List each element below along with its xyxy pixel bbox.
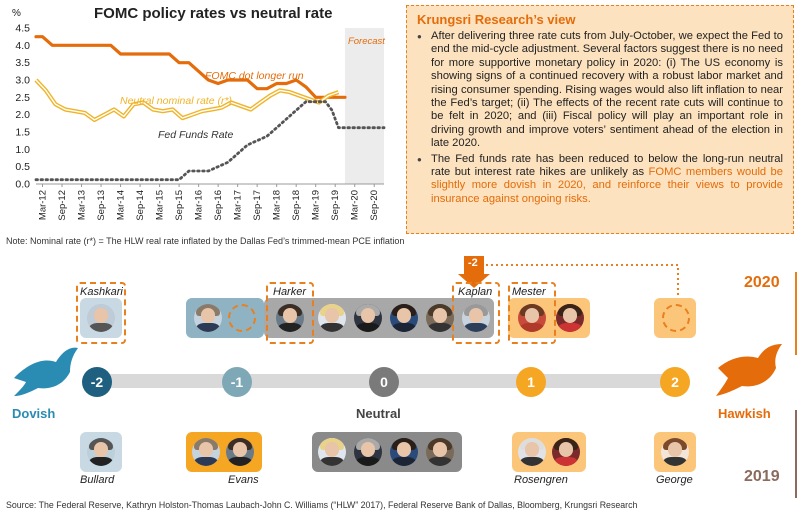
portrait-2019-neutral-1 bbox=[318, 438, 346, 466]
vacated-seat-2020-minus-1 bbox=[228, 304, 256, 332]
forecast-label: Forecast bbox=[348, 36, 385, 47]
view-title: Krungsri Research’s view bbox=[417, 12, 576, 27]
name-george: George bbox=[656, 474, 693, 486]
portrait-kashkari bbox=[87, 304, 115, 332]
hawkish-label: Hawkish bbox=[718, 406, 771, 421]
x-tick-label: Sep-17 bbox=[252, 190, 263, 221]
series-neutral-rate-inner bbox=[35, 79, 339, 121]
portrait-2019-plus-1 bbox=[552, 438, 580, 466]
portrait-rosengren bbox=[518, 438, 546, 466]
label-fomc-dot: FOMC dot longer run bbox=[205, 70, 304, 82]
portrait-george bbox=[661, 438, 689, 466]
y-tick-label: 2.5 bbox=[15, 92, 30, 104]
vacated-seat-2020-plus-2 bbox=[662, 304, 690, 332]
minus-two-arrow bbox=[458, 256, 490, 288]
y-tick-label: 4.5 bbox=[15, 23, 30, 35]
y-tick-label: 0.0 bbox=[15, 179, 30, 191]
name-evans: Evans bbox=[228, 474, 259, 486]
x-tick-label: Mar-12 bbox=[38, 190, 49, 220]
name-mester: Mester bbox=[512, 286, 546, 298]
dovish-label: Dovish bbox=[12, 406, 56, 421]
name-kashkari: Kashkari bbox=[80, 286, 123, 298]
chart-title: FOMC policy rates vs neutral rate bbox=[94, 5, 333, 22]
neutral-label: Neutral bbox=[356, 406, 401, 421]
view-bullet-2-highlight: FOMC members would be slightly more dovi… bbox=[431, 166, 784, 205]
name-bullard: Bullard bbox=[80, 474, 115, 486]
portrait-neutral-1 bbox=[318, 304, 346, 332]
y-tick-label: 2.0 bbox=[15, 109, 30, 121]
x-tick-label: Mar-15 bbox=[155, 190, 166, 220]
dove-icon bbox=[14, 347, 78, 396]
portrait-2019-neutral-3 bbox=[390, 438, 418, 466]
y-tick-label: 1.5 bbox=[15, 127, 30, 139]
portrait-harker bbox=[276, 304, 304, 332]
forecast-shade bbox=[344, 28, 384, 184]
portrait-neutral-3 bbox=[390, 304, 418, 332]
view-bullet-2-text: The Fed funds rate has been reduced to b… bbox=[431, 152, 783, 179]
position-0: 0 bbox=[369, 367, 399, 397]
position-minus-2: -2 bbox=[82, 367, 112, 397]
portrait-2019-neutral-2 bbox=[354, 438, 382, 466]
name-rosengren: Rosengren bbox=[514, 474, 568, 486]
harker-highlight bbox=[266, 282, 314, 344]
y-tick-label: 3.5 bbox=[15, 57, 30, 69]
hawk-icon bbox=[716, 344, 782, 396]
x-tick-label: Mar-19 bbox=[311, 190, 322, 220]
year-2019-label: 2019 bbox=[744, 468, 780, 485]
label-neutral-rate: Neutral nominal rate (r*) bbox=[120, 95, 232, 107]
portrait-neutral-2 bbox=[354, 304, 382, 332]
x-tick-label: Sep-12 bbox=[57, 190, 68, 221]
portrait-mester bbox=[518, 304, 546, 332]
research-view-box: Krungsri Research’s view After deliverin… bbox=[406, 5, 794, 234]
portrait-2019-neutral-4 bbox=[426, 438, 454, 466]
portrait-2020-minus-1 bbox=[194, 304, 222, 332]
name-kaplan: Kaplan bbox=[458, 286, 493, 298]
x-tick-label: Sep-18 bbox=[291, 190, 302, 221]
x-tick-label: Mar-17 bbox=[233, 190, 244, 220]
series-fed-funds bbox=[34, 100, 386, 182]
view-bullet-2: The Fed funds rate has been reduced to b… bbox=[417, 153, 783, 207]
x-tick-label: Sep-14 bbox=[135, 190, 146, 221]
chart-note: Note: Nominal rate (r*) = The HLW real r… bbox=[6, 236, 405, 246]
x-tick-label: Mar-13 bbox=[77, 190, 88, 220]
x-tick-label: Sep-13 bbox=[96, 190, 107, 221]
source-note: Source: The Federal Reserve, Kathryn Hol… bbox=[6, 500, 638, 510]
view-bullet-1: After delivering three rate cuts from Ju… bbox=[417, 30, 783, 151]
portrait-kaplan bbox=[462, 304, 490, 332]
portrait-bullard bbox=[87, 438, 115, 466]
position-1: 1 bbox=[516, 367, 546, 397]
x-tick-label: Sep-20 bbox=[369, 190, 380, 221]
label-fed-funds: Fed Funds Rate bbox=[158, 129, 233, 141]
portrait-2020-plus-1 bbox=[556, 304, 584, 332]
x-tick-label: Sep-15 bbox=[174, 190, 185, 221]
x-tick-label: Mar-20 bbox=[350, 190, 361, 220]
portrait-neutral-4 bbox=[426, 304, 454, 332]
year-2020-label: 2020 bbox=[744, 274, 780, 291]
portrait-evans bbox=[226, 438, 254, 466]
name-harker: Harker bbox=[273, 286, 307, 298]
x-tick-label: Mar-16 bbox=[194, 190, 205, 220]
y-axis-label: % bbox=[12, 8, 21, 19]
kashkari-highlight bbox=[76, 282, 126, 344]
x-tick-label: Mar-18 bbox=[272, 190, 283, 220]
minus-two-label: -2 bbox=[468, 257, 478, 269]
series-fomc-dot bbox=[34, 35, 347, 99]
y-tick-label: 0.5 bbox=[15, 161, 30, 173]
y-tick-label: 3.0 bbox=[15, 75, 30, 87]
y-tick-label: 4.0 bbox=[15, 40, 30, 52]
fomc-rates-chart: Forecast 0.0 0.5 1.0 1.5 2.0 2.5 3.0 3.5 4.0 4.5% M… bbox=[12, 8, 386, 221]
position-2: 2 bbox=[660, 367, 690, 397]
x-tick-label: Sep-16 bbox=[213, 190, 224, 221]
move-connector bbox=[486, 264, 679, 298]
x-tick-label: Sep-19 bbox=[330, 190, 341, 221]
position-minus-1: -1 bbox=[222, 367, 252, 397]
x-tick-label: Mar-14 bbox=[116, 190, 127, 220]
mester-highlight bbox=[508, 282, 556, 344]
portrait-evans-1 bbox=[192, 438, 220, 466]
y-tick-label: 1.0 bbox=[15, 144, 30, 156]
